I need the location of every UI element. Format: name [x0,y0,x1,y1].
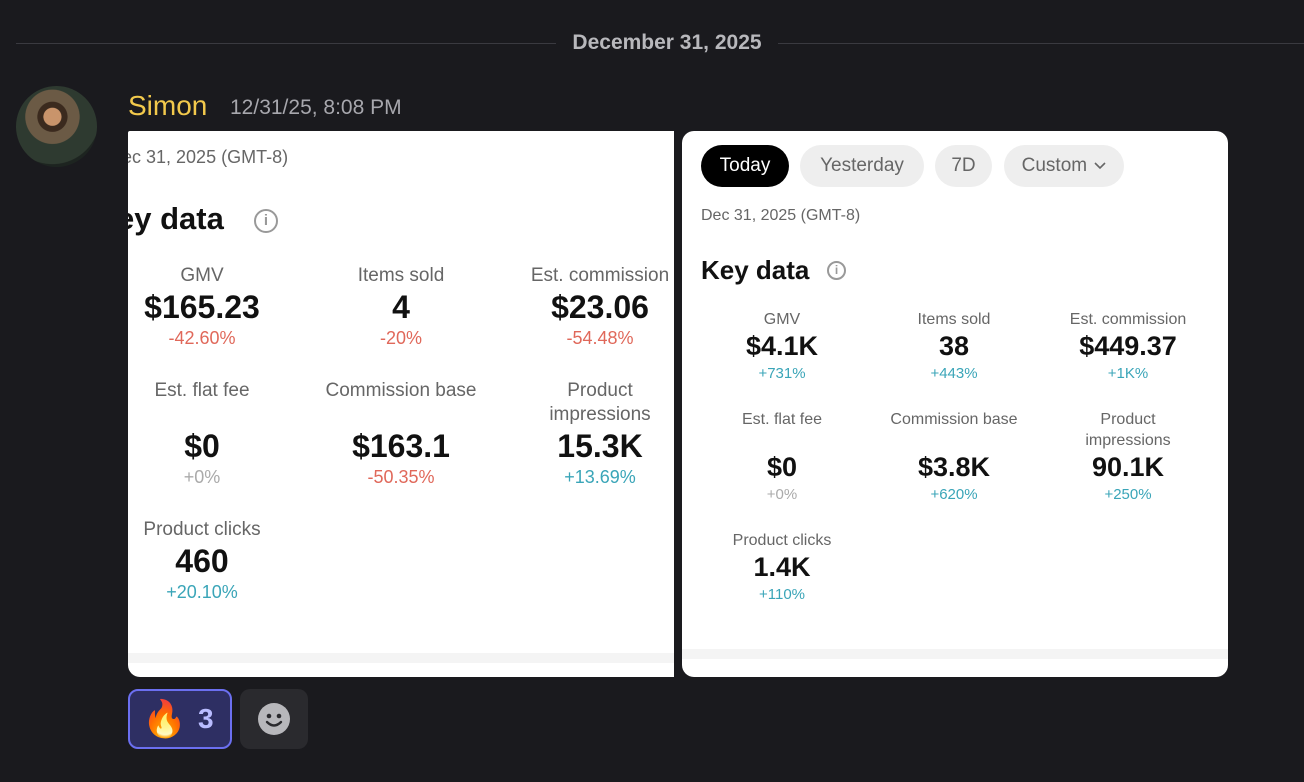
metric-commission-base: Commission base $3.8K +620% [864,409,1044,505]
metric-value: $3.8K [917,452,991,482]
metric-change: +20.10% [166,582,238,602]
metric-label: Items sold [917,311,991,328]
metric-value: 460 [175,543,229,579]
metric-label: Est. commission [1069,311,1187,328]
metric-label: Commission base [325,380,477,401]
key-data-title: Key data [701,255,810,285]
tab-custom[interactable]: Custom [1004,145,1124,187]
metric-label-spacer [301,403,501,427]
metric-label: GMV [180,265,224,286]
metric-change: +110% [758,586,805,603]
metric-change: +250% [1104,486,1152,503]
metric-items-sold: Items sold 38 +443% [864,309,1044,384]
avatar[interactable] [16,86,97,167]
metric-value: $449.37 [1079,331,1177,361]
report-date: Dec 31, 2025 (GMT-8) [701,207,861,224]
fire-emoji: 🔥 [142,698,187,739]
metric-product-impressions: Product impressions 90.1K +250% [1038,409,1218,505]
metric-est-flat-fee: Est. flat fee $0 +0% [692,409,872,505]
metric-product-clicks: Product clicks 1.4K +110% [692,530,872,605]
metric-value: $23.06 [551,289,649,325]
message-author[interactable]: Simon [128,90,208,121]
metric-change: -42.60% [168,328,236,348]
metric-change: -54.48% [566,328,634,348]
metric-value: 90.1K [1091,452,1165,482]
key-data-title: ey data [128,201,224,236]
metric-est-commission: Est. commission $23.06 -54.48% [500,264,674,350]
metric-label: Est. flat fee [154,380,250,401]
metric-label-spacer [692,430,872,451]
metric-label: Est. flat fee [741,411,823,428]
metric-label: Commission base [890,411,1018,428]
metric-product-impressions: Product impressions 15.3K +13.69% [500,379,674,489]
metric-label: GMV [763,311,801,328]
metric-value: 38 [938,331,970,361]
attachment-image-1[interactable]: ec 31, 2025 (GMT-8) ey data i GMV $165.2… [128,131,674,677]
metric-label: Product clicks [143,519,261,540]
card-bottom-strip [128,653,674,663]
metric-label: impressions [1085,432,1171,449]
metric-change: +0% [183,467,221,487]
info-icon: i [827,261,846,280]
metric-value: $0 [766,452,798,482]
metric-value: $0 [184,428,220,464]
metric-commission-base: Commission base $163.1 -50.35% [301,379,501,489]
divider-line-left [16,43,556,44]
metric-value: $163.1 [352,428,450,464]
smiley-icon [258,703,290,735]
metric-change: +443% [930,365,978,382]
metric-change: +620% [930,486,978,503]
metric-change: -20% [379,328,423,348]
metric-label-spacer [864,430,1044,451]
metric-gmv: GMV $4.1K +731% [692,309,872,384]
metric-label: Product [1100,411,1156,428]
report-date: ec 31, 2025 (GMT-8) [128,147,289,167]
metric-label: Product [567,380,633,401]
message-timestamp: 12/31/25, 8:08 PM [230,96,402,119]
chevron-down-icon [1094,162,1106,170]
date-divider: December 31, 2025 [572,31,762,54]
metric-change: +1K% [1107,365,1149,382]
metric-change: +13.69% [564,467,636,487]
reaction-count: 3 [198,703,214,734]
metric-change: -50.35% [367,467,435,487]
card-bottom-strip [682,649,1228,659]
info-icon: i [254,209,278,233]
metric-value: 15.3K [557,428,643,464]
metric-value: $165.23 [144,289,260,325]
metric-est-flat-fee: Est. flat fee $0 +0% [128,379,302,489]
attachment-image-2[interactable]: Today Yesterday 7D Custom Dec 31, 2025 (… [682,131,1228,677]
tab-7d[interactable]: 7D [935,145,992,187]
tab-yesterday[interactable]: Yesterday [800,145,924,187]
metric-value: $4.1K [745,331,819,361]
metric-label: Est. commission [530,265,670,286]
metric-value: 1.4K [753,552,811,582]
metric-est-commission: Est. commission $449.37 +1K% [1038,309,1218,384]
reaction-fire[interactable]: 🔥 3 [128,689,232,749]
metric-label: Items sold [357,265,445,286]
tab-custom-label: Custom [1021,155,1088,176]
metric-gmv: GMV $165.23 -42.60% [128,264,302,350]
metric-label: impressions [549,404,651,425]
metric-value: 4 [392,289,410,325]
metric-items-sold: Items sold 4 -20% [301,264,501,350]
metric-change: +731% [758,365,806,382]
metric-change: +0% [766,486,798,503]
tab-today[interactable]: Today [701,145,789,187]
add-reaction-button[interactable] [240,689,308,749]
metric-label-spacer [128,403,302,427]
metric-label: Product clicks [732,532,832,549]
metric-product-clicks: Product clicks 460 +20.10% [128,518,302,604]
divider-line-right [778,43,1304,44]
